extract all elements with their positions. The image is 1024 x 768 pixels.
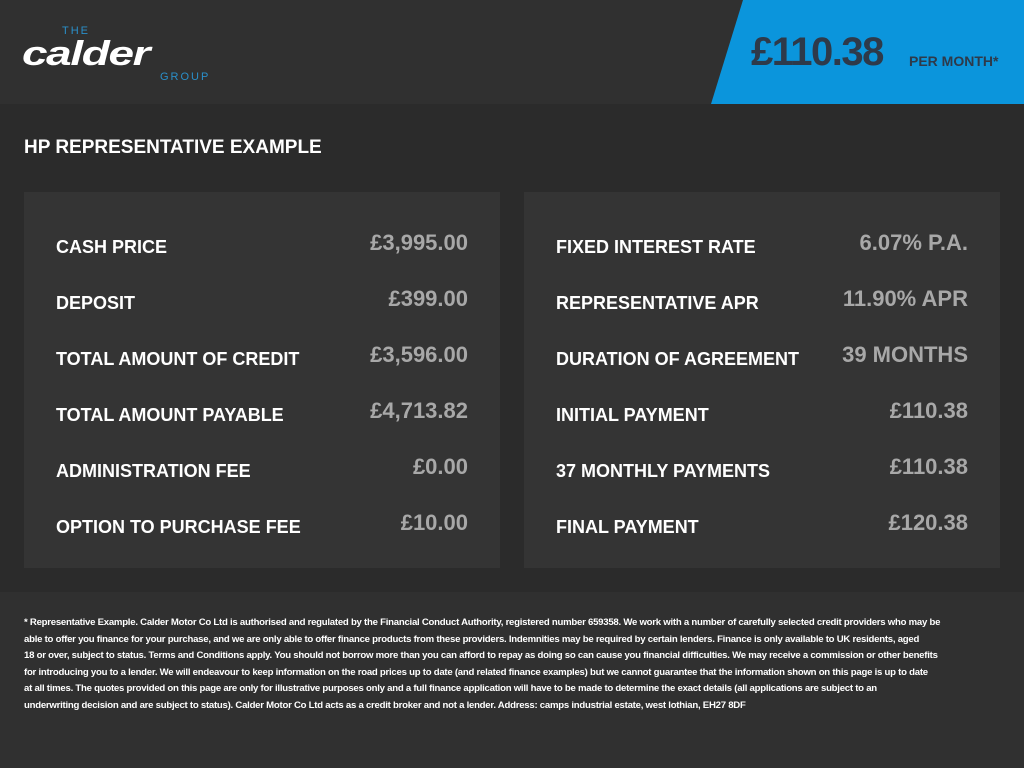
disclaimer-line: 18 or over, subject to status. Terms and… <box>24 650 938 662</box>
monthly-price: £110.38 <box>751 30 884 74</box>
row-label: FIXED INTEREST RATE <box>556 237 756 257</box>
row-label: DURATION OF AGREEMENT <box>556 349 799 369</box>
disclaimer-footer: * Representative Example. Calder Motor C… <box>0 592 1024 768</box>
row-label: ADMINISTRATION FEE <box>56 461 251 481</box>
finance-row: REPRESENTATIVE APR 11.90% APR <box>556 284 968 314</box>
row-value: 11.90% APR <box>842 286 968 311</box>
finance-row: TOTAL AMOUNT PAYABLE £4,713.82 <box>56 396 468 426</box>
finance-row: CASH PRICE £3,995.00 <box>56 228 468 258</box>
finance-row: 37 MONTHLY PAYMENTS £110.38 <box>556 452 968 482</box>
row-label: INITIAL PAYMENT <box>556 405 709 425</box>
page-title: HP REPRESENTATIVE EXAMPLE <box>24 137 322 158</box>
finance-row: FINAL PAYMENT £120.38 <box>556 508 968 538</box>
finance-details-right: FIXED INTEREST RATE 6.07% P.A. REPRESENTAT… <box>524 192 1000 568</box>
row-value: £3,995.00 <box>370 230 468 255</box>
disclaimer-line: at all times. The quotes provided on thi… <box>24 683 877 695</box>
row-value: 6.07% P.A. <box>859 230 968 255</box>
header: THE calder GROUP £110.38 PER MONTH* <box>0 0 1024 104</box>
finance-row: OPTION TO PURCHASE FEE £10.00 <box>56 508 468 538</box>
row-label: TOTAL AMOUNT OF CREDIT <box>56 349 300 369</box>
row-label: TOTAL AMOUNT PAYABLE <box>56 405 284 425</box>
row-value: £3,596.00 <box>370 342 468 367</box>
row-label: DEPOSIT <box>56 293 136 313</box>
disclaimer-line: for introducing you to a lender. We will… <box>24 666 928 678</box>
finance-row: FIXED INTEREST RATE 6.07% P.A. <box>556 228 968 258</box>
row-label: OPTION TO PURCHASE FEE <box>56 517 301 537</box>
row-value: £0.00 <box>412 454 468 479</box>
per-month-label: PER MONTH* <box>909 53 999 69</box>
row-value: £110.38 <box>889 398 968 423</box>
row-value: £399.00 <box>388 286 468 311</box>
finance-row: ADMINISTRATION FEE £0.00 <box>56 452 468 482</box>
row-label: REPRESENTATIVE APR <box>556 293 759 313</box>
finance-row: DURATION OF AGREEMENT 39 MONTHS <box>556 340 968 370</box>
logo-group: GROUP <box>160 71 211 83</box>
row-label: 37 MONTHLY PAYMENTS <box>556 461 771 481</box>
row-value: £10.00 <box>400 510 468 535</box>
finance-row: DEPOSIT £399.00 <box>56 284 468 314</box>
row-value: £110.38 <box>889 454 968 479</box>
calder-group-logo[interactable]: THE calder GROUP <box>22 24 232 84</box>
logo-name: calder <box>22 35 151 73</box>
disclaimer-line: able to offer you finance for your purch… <box>24 633 920 645</box>
row-label: FINAL PAYMENT <box>556 517 699 537</box>
row-label: CASH PRICE <box>56 237 168 257</box>
finance-row: INITIAL PAYMENT £110.38 <box>556 396 968 426</box>
disclaimer-line: underwriting decision and are subject to… <box>24 700 746 711</box>
row-value: £120.38 <box>888 510 968 535</box>
row-value: £4,713.82 <box>370 398 468 423</box>
disclaimer-line: * Representative Example. Calder Motor C… <box>24 617 941 628</box>
logo-the: THE <box>62 25 90 37</box>
monthly-price-banner: £110.38 PER MONTH* <box>711 0 1024 104</box>
finance-row: TOTAL AMOUNT OF CREDIT £3,596.00 <box>56 340 468 370</box>
row-value: 39 MONTHS <box>842 342 968 367</box>
finance-details-left: CASH PRICE £3,995.00 DEPOSIT £399.00 TOTAL A… <box>24 192 500 568</box>
